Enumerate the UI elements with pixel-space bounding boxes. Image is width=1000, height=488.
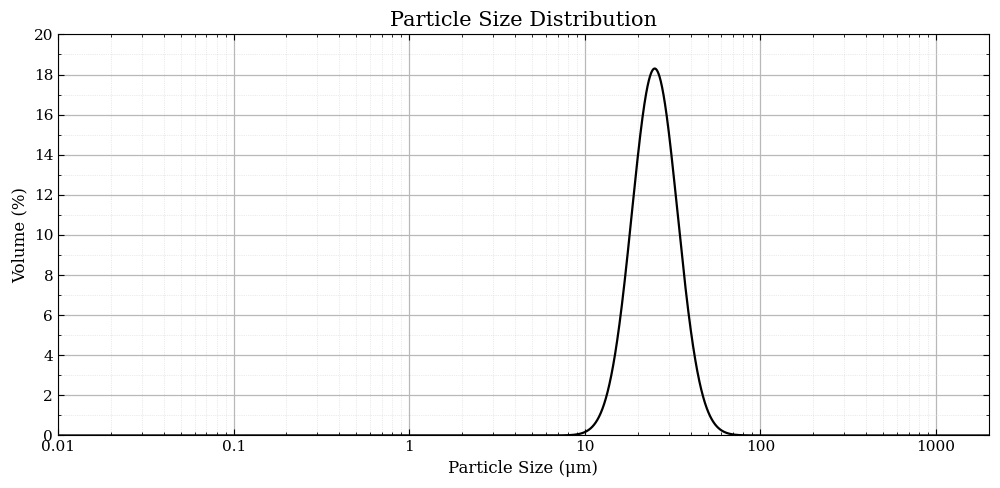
Title: Particle Size Distribution: Particle Size Distribution bbox=[390, 11, 657, 30]
Y-axis label: Volume (%): Volume (%) bbox=[11, 187, 28, 283]
X-axis label: Particle Size (μm): Particle Size (μm) bbox=[448, 460, 598, 477]
